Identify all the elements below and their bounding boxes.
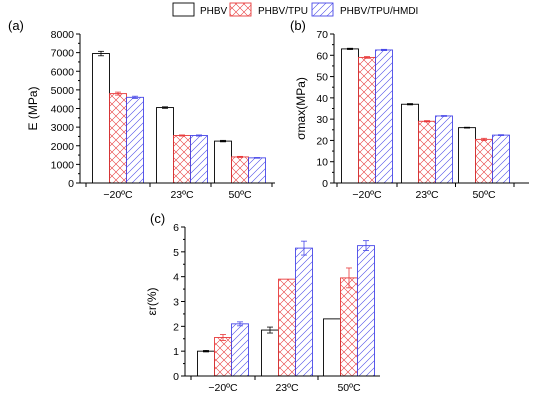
panel-b: (b) 0 10 20 30 40 50 60 70 −20ºC 23ºC 50ºC σmax(MPa) [290,18,529,201]
bar-phbv-0 [197,350,215,377]
x-tick-label: 50ºC [337,382,361,394]
bar-phbv-tpu-hmdi-0 [231,323,249,377]
bar-phbv-2 [214,140,232,184]
panel-label: (b) [290,18,306,33]
bar-phbv-1 [261,329,279,377]
y-tick-label: 3000 [51,122,75,134]
y-tick-label: 7000 [51,48,75,60]
x-tick-label: −20ºC [208,382,238,394]
bar-phbv-tpu-hmdi-1 [190,135,208,184]
bar-phbv-tpu-0 [109,93,127,184]
panel-a: (a) 0 1000 2000 3000 4000 5000 6000 7000 8000 −20º… [8,18,275,201]
bar-phbv-tpu-0 [214,337,232,377]
y-tick-label: 1000 [51,159,75,171]
y-tick-label: 50 [316,72,328,84]
y-tick-label: 3 [173,297,179,309]
y-tick-label: 5 [173,247,179,259]
bar-phbv-2 [458,127,476,184]
panel-label: (c) [150,211,165,226]
bar-phbv-1 [156,107,174,184]
bar-phbv-2 [323,318,341,377]
legend-label-2: PHBV/TPU/HMDI [340,6,418,17]
legend-swatch-0 [172,2,195,17]
y-axis-label: εr(%) [145,287,159,315]
legend-swatch-2 [311,2,334,17]
bar-phbv-tpu-2 [340,277,358,377]
bar-phbv-tpu-hmdi-2 [248,157,266,184]
bar-phbv-tpu-0 [358,56,376,184]
panel-label: (a) [8,18,24,33]
bar-phbv-tpu-hmdi-2 [492,134,510,184]
panel-c: (c) 0 1 2 3 4 5 6 −20ºC 23ºC 50ºC εr(%) [145,211,380,394]
bar-phbv-tpu-1 [418,120,436,184]
bar-phbv-0 [92,53,110,184]
y-tick-label: 8000 [51,29,75,41]
bar-phbv-tpu-1 [173,135,191,184]
y-tick-label: 2000 [51,141,75,153]
y-tick-label: 6 [173,222,179,234]
y-tick-label: 20 [316,135,328,147]
x-tick-label: −20ºC [103,189,133,201]
y-tick-label: 0 [68,178,74,190]
y-tick-label: 70 [316,29,328,41]
legend-label-1: PHBV/TPU [258,6,308,17]
bar-phbv-tpu-2 [475,138,493,184]
legend-label-0: PHBV [200,6,228,17]
bar-phbv-tpu-hmdi-0 [375,49,393,184]
x-tick-label: −20ºC [352,189,382,201]
y-tick-label: 4000 [51,104,75,116]
x-tick-label: 23ºC [415,189,439,201]
x-tick-label: 23ºC [170,189,194,201]
y-tick-label: 10 [316,157,328,169]
y-tick-label: 0 [173,371,179,383]
y-tick-label: 30 [316,114,328,126]
bar-phbv-tpu-hmdi-1 [435,115,453,184]
bar-phbv-tpu-hmdi-0 [126,96,144,184]
bar-phbv-1 [401,103,419,184]
y-tick-label: 2 [173,321,179,333]
bar-phbv-tpu-1 [278,278,296,377]
y-tick-label: 40 [316,93,328,105]
y-tick-label: 0 [322,178,328,190]
y-tick-label: 6000 [51,66,75,78]
x-tick-label: 23ºC [275,382,299,394]
x-tick-label: 50ºC [228,189,252,201]
y-tick-label: 1 [173,346,179,358]
y-tick-label: 4 [173,272,179,284]
y-tick-label: 60 [316,50,328,62]
legend-swatch-1 [229,2,252,17]
y-tick-label: 5000 [51,85,75,97]
y-axis-label: E (MPa) [26,86,40,130]
bar-phbv-tpu-hmdi-1 [295,247,313,377]
y-axis-label: σmax(MPa) [294,77,308,140]
x-tick-label: 50ºC [472,189,496,201]
legend: PHBV PHBV/TPU PHBV/TPU/HMDI [172,2,418,17]
bar-phbv-0 [341,48,359,184]
bar-phbv-tpu-2 [231,156,249,184]
bar-phbv-tpu-hmdi-2 [357,245,375,377]
